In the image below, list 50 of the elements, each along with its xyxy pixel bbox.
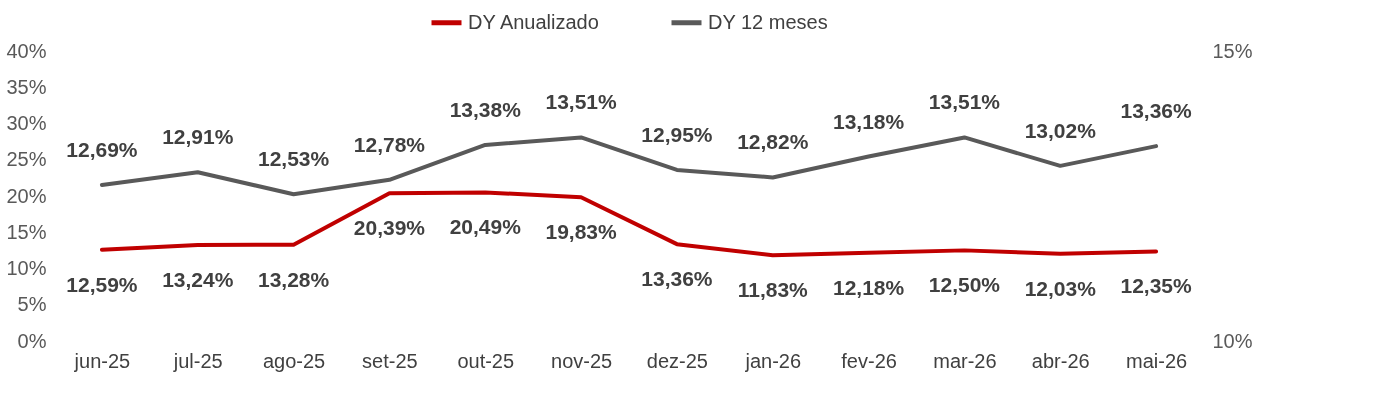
legend-label: DY 12 meses [708, 10, 828, 33]
data-label: 12,69% [66, 137, 138, 161]
data-label: 12,91% [162, 125, 234, 149]
data-label: 13,51% [928, 90, 1001, 114]
y-tick-label: 10% [6, 257, 47, 279]
data-label: 13,24% [162, 268, 234, 292]
x-tick-label: nov-25 [551, 349, 613, 372]
x-tick-label: out-25 [457, 349, 515, 372]
y2-tick-label: 10% [1212, 329, 1253, 352]
data-label: 12,53% [257, 147, 330, 171]
y-tick-label: 30% [6, 112, 47, 134]
data-label: 13,36% [1120, 99, 1193, 123]
data-label: 12,95% [641, 122, 713, 146]
y-tick-label: 40% [6, 39, 47, 62]
x-tick-label: mar-26 [933, 349, 997, 372]
legend-label: DY Anualizado [468, 10, 599, 33]
data-label: 13,18% [832, 109, 905, 133]
x-tick-label: mai-26 [1126, 349, 1188, 372]
y-tick-label: 35% [6, 75, 47, 98]
y-tick-label: 15% [6, 220, 47, 243]
data-label: 13,51% [545, 90, 618, 114]
data-label: 13,38% [449, 97, 522, 121]
data-label: 13,36% [641, 267, 713, 291]
data-label: 12,03% [1024, 276, 1097, 300]
y-tick-label: 20% [6, 184, 47, 207]
data-label: 12,78% [353, 132, 426, 156]
data-label: 13,28% [257, 267, 330, 291]
x-tick-label: jul-25 [172, 349, 223, 372]
line-series [99, 190, 1159, 258]
data-label: 19,83% [545, 220, 618, 244]
x-tick-label: fev-26 [841, 349, 897, 372]
data-label: 20,39% [353, 216, 426, 240]
x-tick-label: abr-26 [1031, 349, 1090, 372]
data-label: 12,50% [928, 273, 1001, 297]
data-label: 11,83% [737, 278, 809, 302]
data-label: 12,82% [737, 130, 809, 154]
x-tick-label: set-25 [362, 349, 418, 372]
data-label: 13,02% [1024, 118, 1097, 142]
y-tick-label: 25% [6, 148, 47, 171]
data-label: 12,18% [832, 275, 905, 299]
data-label: 12,59% [66, 272, 138, 296]
y-tick-label: 5% [17, 293, 47, 316]
x-tick-label: dez-25 [646, 349, 708, 372]
y-tick-label: 0% [17, 329, 47, 352]
data-label: 20,49% [449, 215, 522, 239]
data-label: 12,35% [1120, 274, 1193, 298]
x-tick-label: ago-25 [262, 349, 326, 372]
x-tick-label: jun-25 [73, 349, 131, 372]
x-tick-label: jan-26 [744, 349, 802, 372]
y2-tick-label: 15% [1212, 39, 1253, 62]
